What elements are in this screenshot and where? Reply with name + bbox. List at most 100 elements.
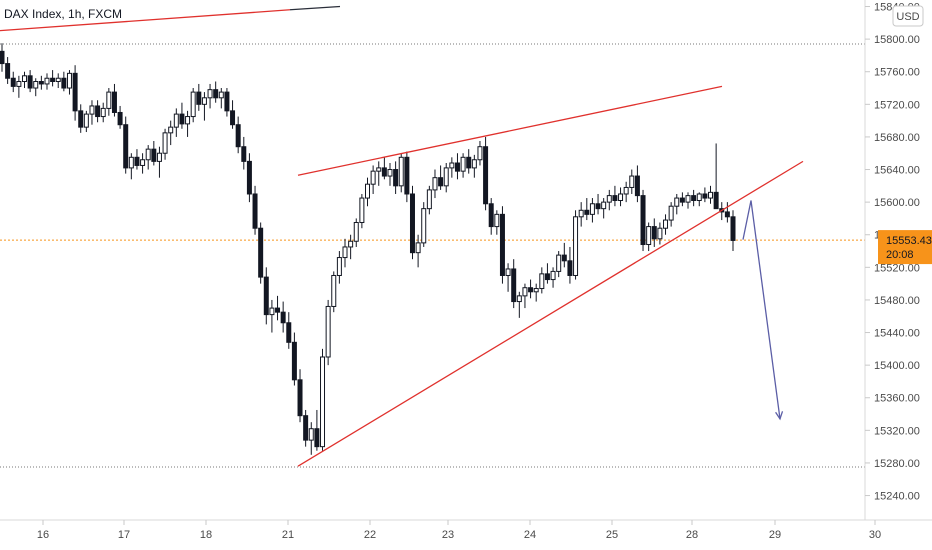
candle-body — [533, 288, 539, 293]
last-price-badge: 15553.43 20:08 — [878, 230, 932, 265]
candle-body — [404, 156, 410, 195]
candle-body — [713, 191, 719, 210]
projection-arrow[interactable] — [742, 200, 781, 420]
x-tick-label: 23 — [442, 529, 454, 541]
candle-body — [151, 148, 157, 162]
y-tick-label: 15520.00 — [874, 262, 920, 274]
candle-body — [539, 273, 545, 290]
candle-body — [218, 91, 224, 99]
candle-body — [561, 254, 567, 262]
trendline[interactable] — [0, 9, 291, 32]
candle-body — [95, 105, 101, 118]
drawings[interactable] — [0, 5, 804, 467]
candle-body — [331, 274, 337, 307]
time-axis[interactable]: 16 17 18 21 22 23 24 25 28 29 30 — [37, 520, 881, 541]
candle-body — [550, 270, 556, 281]
trendline[interactable] — [297, 85, 723, 176]
candle-body — [16, 81, 22, 87]
candle-body — [252, 193, 258, 229]
candle-body — [213, 89, 219, 99]
candle-body — [432, 177, 438, 191]
y-tick-label: 15600.00 — [874, 197, 920, 209]
candle-body — [668, 205, 674, 221]
candle-body — [606, 195, 612, 203]
candle-body — [556, 254, 562, 272]
candle-body — [679, 197, 685, 203]
candle-body — [241, 146, 247, 162]
candle-body — [567, 260, 573, 276]
candle-body — [0, 50, 5, 65]
candle-body — [691, 195, 697, 202]
x-tick-label: 21 — [282, 529, 294, 541]
candle-body — [44, 77, 50, 85]
candle-body — [106, 91, 112, 109]
candle-body — [320, 356, 326, 448]
candle-body — [314, 428, 320, 448]
x-tick-label: 25 — [606, 529, 618, 541]
x-tick-label: 24 — [524, 529, 536, 541]
candle-body — [128, 156, 134, 169]
candle-body — [291, 341, 297, 381]
x-tick-label: 17 — [118, 529, 130, 541]
candle-body — [359, 197, 365, 224]
candle-body — [89, 105, 95, 115]
bar-countdown: 20:08 — [886, 249, 914, 261]
x-tick-label: 18 — [200, 529, 212, 541]
candle-body — [117, 111, 123, 126]
candle-body — [145, 148, 151, 161]
candle-body — [78, 110, 84, 128]
trendline[interactable] — [297, 160, 804, 467]
y-tick-label: 15320.00 — [874, 425, 920, 437]
candle-body — [601, 201, 607, 210]
candle-body — [426, 189, 432, 210]
candle-body — [544, 273, 550, 281]
candle-body — [516, 295, 522, 303]
candle-body — [365, 183, 370, 199]
currency-label: USD — [896, 11, 919, 23]
candle-body — [246, 160, 252, 195]
candle-body — [201, 97, 207, 105]
candle-body — [578, 209, 584, 218]
candle-body — [38, 81, 44, 85]
candle-body — [454, 162, 460, 172]
y-tick-label: 15400.00 — [874, 360, 920, 372]
candle-body — [460, 156, 466, 172]
y-tick-label: 15640.00 — [874, 165, 920, 177]
candle-body — [224, 91, 230, 112]
x-tick-label: 16 — [37, 529, 49, 541]
candle-body — [173, 113, 179, 128]
candle-body — [100, 107, 106, 118]
y-tick-label: 15760.00 — [874, 67, 920, 79]
projection-arrowhead — [775, 411, 784, 421]
candle-body — [494, 213, 500, 228]
candle-body — [66, 72, 72, 89]
y-tick-label: 15680.00 — [874, 132, 920, 144]
candle-body — [708, 191, 714, 199]
candle-body — [325, 305, 331, 358]
candle-body — [724, 211, 730, 218]
candle-body — [483, 146, 489, 205]
y-tick-label: 15720.00 — [874, 99, 920, 111]
candle-body — [623, 186, 629, 195]
trendline[interactable] — [289, 5, 341, 11]
candle-body — [488, 203, 494, 228]
candle-body — [308, 428, 314, 441]
currency-button[interactable]: USD — [892, 5, 924, 27]
y-tick-label: 15800.00 — [874, 34, 920, 46]
candle-body — [185, 116, 191, 125]
candle-body — [134, 156, 140, 166]
horizontal-levels — [0, 43, 865, 468]
candle-body — [471, 159, 477, 169]
candle-body — [674, 197, 680, 207]
candle-body — [398, 156, 404, 187]
candle-body — [449, 162, 455, 169]
candle-body — [72, 72, 78, 112]
chart-title: DAX Index, 1h, FXCM — [4, 7, 122, 21]
y-tick-label: 15480.00 — [874, 295, 920, 307]
y-tick-label: 15360.00 — [874, 393, 920, 405]
candle-body — [156, 152, 162, 162]
candle-body — [5, 63, 11, 79]
candle-body — [263, 276, 269, 316]
